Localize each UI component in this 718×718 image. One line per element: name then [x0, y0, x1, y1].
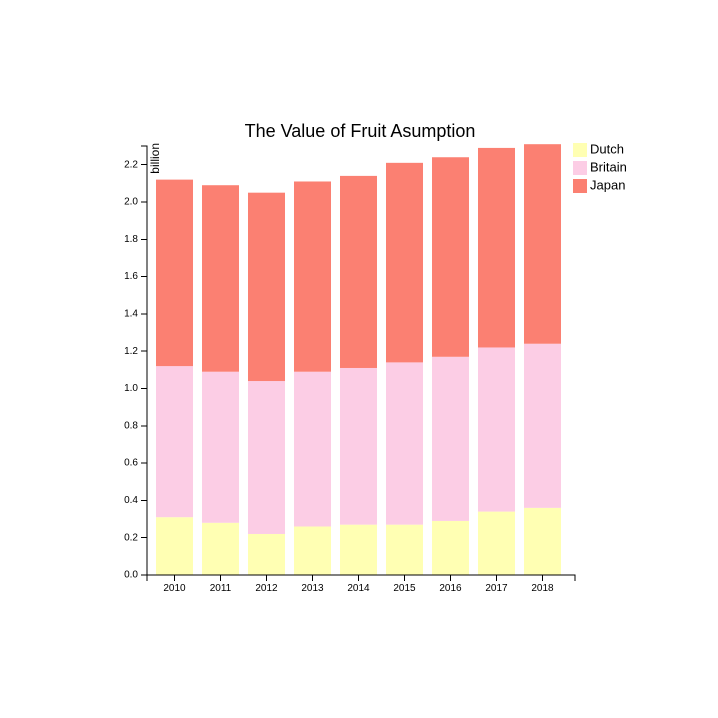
x-tick-label: 2010: [163, 583, 186, 594]
y-tick-label: 1.0: [124, 383, 138, 394]
bars-layer: [156, 144, 561, 575]
x-tick-label: 2015: [393, 583, 416, 594]
bar-britain-2015: [386, 362, 423, 525]
y-tick-label: 0.4: [124, 495, 138, 506]
bar-japan-2012: [248, 192, 285, 382]
bar-dutch-2014: [340, 524, 377, 575]
legend-swatch-japan: [573, 179, 587, 193]
bar-britain-2012: [248, 381, 285, 534]
chart-title: The Value of Fruit Asumption: [245, 121, 476, 141]
y-tick-label: 1.4: [124, 309, 138, 320]
bar-dutch-2015: [386, 524, 423, 575]
x-tick-label: 2017: [485, 583, 508, 594]
legend: Dutch Britain Japan: [573, 141, 627, 193]
y-axis: 0.0 0.2 0.4 0.6 0.8 1.0 1.2 1.4 1.6 1.8 2.0 2.2: [124, 145, 148, 581]
y-axis-label: billion: [148, 143, 162, 174]
bar-japan-2010: [156, 179, 193, 367]
x-tick-label: 2018: [531, 583, 554, 594]
bar-dutch-2016: [432, 520, 469, 575]
bar-britain-2013: [294, 371, 331, 527]
bar-japan-2013: [294, 181, 331, 372]
legend-swatch-dutch: [573, 143, 587, 157]
y-tick-label: 1.6: [124, 271, 138, 282]
y-axis-line: [141, 145, 148, 576]
legend-swatch-britain: [573, 161, 587, 175]
bar-dutch-2010: [156, 517, 193, 575]
bar-japan-2014: [340, 175, 377, 368]
bar-dutch-2012: [248, 533, 285, 575]
y-tick-label: 0.6: [124, 458, 138, 469]
y-tick-label: 0.0: [124, 570, 138, 581]
x-axis: 2010 2011 2012 2013 2014 2015 2016 2017 2018: [146, 574, 576, 594]
legend-label-britain: Britain: [590, 159, 627, 174]
bar-britain-2016: [432, 356, 469, 521]
y-tick-label: 2.2: [124, 159, 138, 170]
bar-britain-2010: [156, 366, 193, 518]
bar-dutch-2017: [478, 511, 515, 575]
legend-label-japan: Japan: [590, 177, 625, 192]
bar-britain-2018: [524, 343, 561, 508]
bar-japan-2018: [524, 144, 561, 344]
bar-dutch-2018: [524, 507, 561, 575]
x-tick-label: 2011: [210, 583, 232, 594]
bar-dutch-2013: [294, 526, 331, 575]
bar-japan-2016: [432, 157, 469, 357]
y-tick-label: 1.2: [124, 346, 138, 357]
x-tick-label: 2013: [301, 583, 324, 594]
bar-dutch-2011: [202, 522, 239, 575]
y-tick-label: 0.2: [124, 532, 138, 543]
y-tick-label: 0.8: [124, 420, 138, 431]
bar-japan-2015: [386, 162, 423, 363]
legend-label-dutch: Dutch: [590, 141, 624, 156]
x-tick-label: 2012: [255, 583, 278, 594]
x-axis-line: [146, 574, 576, 581]
x-tick-label: 2016: [439, 583, 462, 594]
bar-britain-2011: [202, 371, 239, 523]
bar-japan-2011: [202, 185, 239, 372]
y-tick-label: 2.0: [124, 197, 138, 208]
bar-britain-2014: [340, 367, 377, 525]
bar-japan-2017: [478, 147, 515, 348]
y-tick-label: 1.8: [124, 234, 138, 245]
x-tick-label: 2014: [347, 583, 370, 594]
bar-britain-2017: [478, 347, 515, 512]
